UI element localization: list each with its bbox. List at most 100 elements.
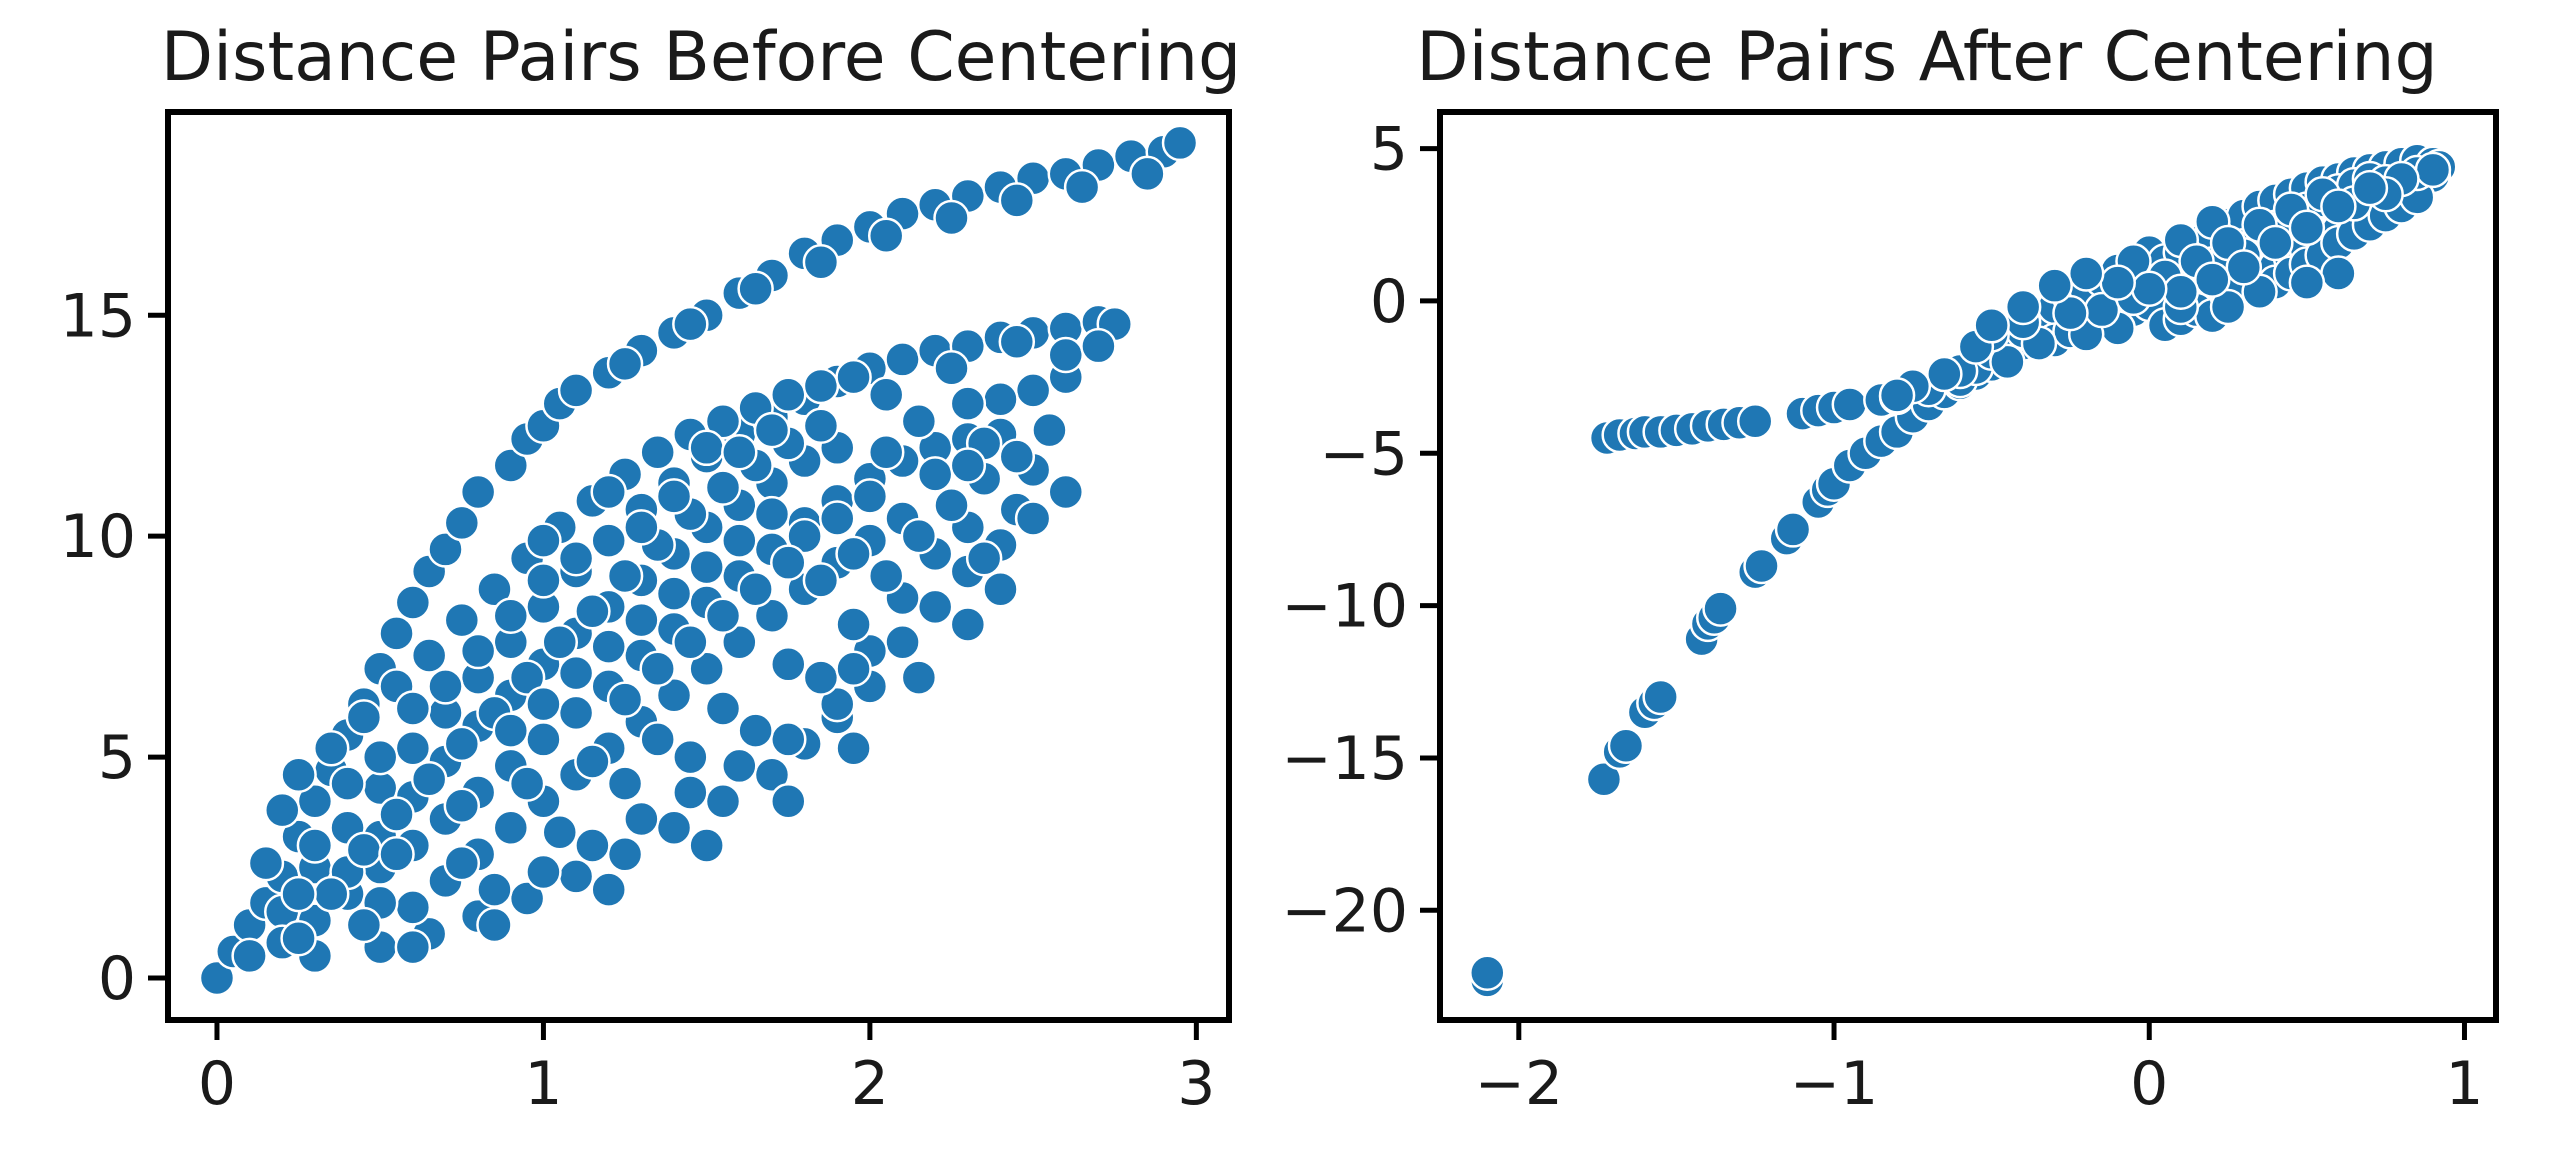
panel-0-point-41 [1129, 155, 1166, 193]
panel-0-point-272 [753, 495, 791, 533]
panel-0-point-220 [574, 743, 611, 780]
panel-1-point-7 [1642, 678, 1679, 716]
panel-0-point-267 [590, 628, 627, 665]
panel-0-point-243 [1047, 336, 1085, 374]
panel-1-ytick-label-3: −5 [1320, 419, 1408, 489]
panel-0-point-180 [704, 403, 742, 440]
panel-1-point-2 [1585, 761, 1623, 798]
panel-1-point-168 [1926, 355, 1963, 393]
panel-0-point-166 [264, 791, 301, 829]
panel-0-ytick-label-0: 0 [98, 944, 136, 1014]
panel-0-ytick-label-2: 10 [60, 502, 136, 572]
panel-0-point-282 [802, 562, 840, 599]
panel-0-point-203 [541, 813, 579, 851]
panel-0-point-15 [443, 504, 481, 542]
panel-0-point-158 [721, 747, 758, 785]
panel-1-point-13 [1743, 547, 1780, 585]
panel-0-point-234 [949, 606, 987, 643]
panel-0-point-230 [688, 827, 725, 864]
panel-0-point-263 [590, 473, 627, 511]
panel-after-centering: Distance Pairs After Centering −2 −1 0 1−20… [1281, 18, 2499, 1119]
panel-0-point-255 [427, 668, 464, 705]
panel-0-point-172 [443, 601, 481, 639]
panel-0-point-266 [557, 654, 595, 692]
panel-1-point-11 [1702, 590, 1739, 627]
panel-1-point-69 [1736, 403, 1774, 440]
panel-0-point-250 [557, 540, 595, 577]
panel-0-point-211 [933, 486, 970, 524]
panel-0-point-277 [639, 650, 676, 687]
panel-0-point-178 [639, 433, 676, 471]
panel-1-xtick-label-0: −2 [1475, 1049, 1563, 1119]
panel-0-point-48 [672, 305, 709, 343]
panel-0-point-221 [508, 765, 546, 802]
panel-0-point-224 [280, 875, 317, 913]
panel-1-point-175 [2288, 209, 2326, 247]
panel-0-point-248 [688, 429, 725, 467]
panel-0-point-107 [557, 858, 595, 895]
panel-1-ytick-label-1: −15 [1281, 724, 1408, 794]
panel-0-point-159 [770, 721, 807, 758]
panel-0-point-276 [606, 681, 644, 718]
panel-0-point-70 [884, 341, 921, 378]
panel-0-point-191 [508, 659, 546, 696]
panel-0-point-249 [525, 522, 562, 559]
panel-1-point-184 [2004, 288, 2042, 326]
panel-0-point-145 [655, 676, 693, 714]
panel-0-point-16 [459, 473, 497, 511]
panel-0-point-55 [394, 730, 432, 767]
panel-0-point-156 [623, 800, 660, 838]
panel-0-point-222 [443, 787, 481, 824]
panel-1-point-158 [2414, 151, 2452, 189]
panel-0-point-0 [198, 959, 236, 997]
panel-0-point-184 [835, 358, 872, 396]
panel-0-point-256 [459, 632, 497, 670]
panel-0-point-270 [688, 548, 725, 586]
panel-0-frame [165, 109, 1232, 1023]
panel-1-xtick-label-1: −1 [1790, 1049, 1878, 1119]
panel-0-ytick-label-1: 5 [98, 723, 136, 793]
panel-0-point-260 [655, 478, 693, 515]
panel-0-point-219 [639, 721, 676, 758]
panel-0-point-245 [998, 323, 1036, 361]
panel-0-points [198, 124, 1199, 997]
panel-0-point-183 [802, 367, 840, 405]
panel-0-point-226 [280, 920, 317, 957]
panel-0-point-215 [900, 403, 938, 440]
panel-0-point-242 [949, 385, 987, 422]
panel-0-point-188 [410, 760, 448, 798]
panel-1-frame [1437, 109, 2499, 1023]
panel-0-point-283 [835, 535, 872, 573]
panel-1-point-181 [2099, 264, 2136, 301]
panel-0-point-278 [672, 623, 709, 661]
panel-0-point-154 [525, 853, 562, 891]
panel-0-point-233 [900, 659, 938, 696]
panel-0-point-155 [574, 827, 611, 864]
panel-0-point-286 [949, 447, 987, 484]
panel-0-point-47 [737, 270, 774, 307]
panel-0-point-207 [802, 659, 840, 696]
panel-0-point-147 [721, 623, 758, 661]
panel-1-point-4 [1607, 727, 1645, 765]
panel-0-point-227 [394, 928, 432, 966]
panel-0-point-275 [851, 478, 889, 515]
panel-0-point-271 [721, 522, 758, 559]
panel-0-point-193 [574, 593, 611, 630]
panel-0-point-157 [672, 774, 709, 811]
panel-0-point-284 [867, 433, 905, 471]
panel-0-point-280 [737, 570, 774, 608]
panel-0-point-137 [394, 889, 432, 926]
panel-0-point-194 [606, 557, 644, 595]
panel-1-point-160 [2288, 264, 2326, 301]
panel-0-xtick-label-3: 3 [1177, 1049, 1215, 1119]
panel-1-title: Distance Pairs After Centering [1416, 18, 2437, 97]
panel-1-point-177 [2225, 249, 2263, 286]
panel-0-point-197 [704, 469, 742, 506]
panel-0-point-254 [394, 690, 432, 727]
panel-0-point-252 [329, 765, 366, 802]
panel-0-point-210 [900, 517, 938, 555]
panel-0-point-50 [231, 937, 268, 975]
panel-0-point-108 [606, 836, 644, 873]
panel-0-point-168 [312, 730, 350, 767]
